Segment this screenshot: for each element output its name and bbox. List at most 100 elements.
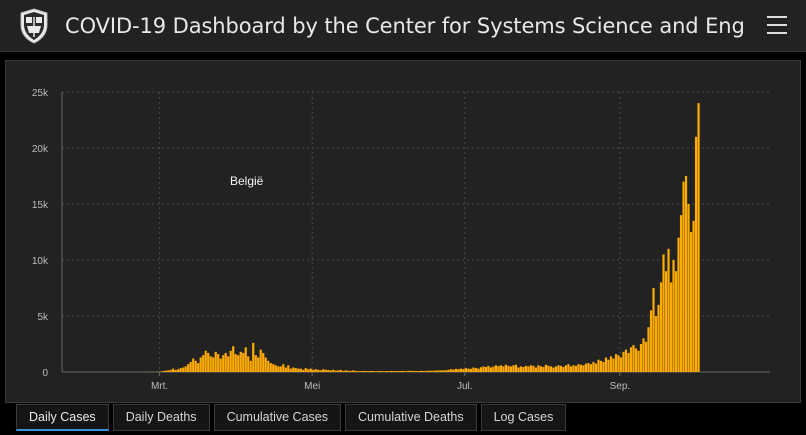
bar[interactable]: [674, 271, 678, 372]
bar[interactable]: [329, 370, 332, 372]
tab-daily-deaths[interactable]: Daily Deaths: [112, 404, 210, 431]
bar[interactable]: [362, 370, 365, 372]
bar[interactable]: [169, 369, 172, 372]
bar[interactable]: [209, 356, 212, 372]
bar[interactable]: [462, 368, 465, 372]
bar[interactable]: [247, 356, 250, 372]
bar[interactable]: [214, 351, 217, 372]
bar[interactable]: [654, 316, 658, 372]
bar[interactable]: [484, 366, 487, 372]
bar[interactable]: [312, 369, 315, 372]
bar[interactable]: [567, 364, 570, 372]
bar[interactable]: [639, 344, 643, 372]
bar[interactable]: [449, 369, 452, 372]
bar[interactable]: [394, 371, 397, 372]
bar[interactable]: [199, 357, 202, 372]
bar[interactable]: [304, 368, 307, 372]
bar[interactable]: [459, 368, 462, 372]
bar[interactable]: [589, 364, 593, 372]
bar[interactable]: [387, 371, 390, 372]
bar[interactable]: [279, 366, 282, 372]
bar[interactable]: [632, 345, 635, 372]
bar[interactable]: [527, 366, 530, 372]
bar[interactable]: [432, 370, 435, 372]
bar[interactable]: [537, 365, 540, 372]
bar[interactable]: [694, 136, 698, 372]
bar[interactable]: [172, 368, 175, 372]
bar[interactable]: [349, 370, 352, 372]
bar[interactable]: [274, 365, 277, 372]
bar[interactable]: [504, 364, 508, 372]
bar[interactable]: [577, 364, 580, 372]
bar[interactable]: [627, 352, 630, 372]
bar[interactable]: [559, 365, 563, 372]
bar[interactable]: [542, 366, 545, 372]
bar[interactable]: [549, 366, 553, 372]
bar[interactable]: [317, 369, 320, 372]
bar[interactable]: [457, 369, 460, 372]
bar[interactable]: [367, 371, 370, 372]
bar[interactable]: [437, 370, 440, 372]
bar[interactable]: [687, 204, 690, 372]
bar[interactable]: [162, 371, 165, 372]
bar[interactable]: [682, 181, 685, 372]
bar[interactable]: [642, 338, 645, 372]
bar[interactable]: [204, 350, 207, 372]
bar[interactable]: [267, 360, 270, 372]
bar[interactable]: [399, 370, 402, 372]
bar[interactable]: [424, 370, 427, 372]
bar[interactable]: [649, 310, 653, 372]
bar[interactable]: [637, 350, 640, 372]
bar[interactable]: [512, 365, 515, 372]
bar[interactable]: [507, 365, 510, 372]
bar[interactable]: [594, 363, 598, 372]
bar[interactable]: [517, 367, 520, 372]
bar[interactable]: [254, 355, 257, 372]
bar[interactable]: [467, 368, 470, 372]
bar[interactable]: [382, 371, 385, 372]
bar[interactable]: [634, 348, 638, 372]
bar[interactable]: [522, 366, 525, 372]
bar[interactable]: [379, 370, 382, 372]
tab-cumulative-deaths[interactable]: Cumulative Deaths: [345, 404, 477, 431]
bar[interactable]: [182, 367, 185, 372]
bar[interactable]: [207, 352, 210, 372]
bar[interactable]: [332, 369, 335, 372]
bar[interactable]: [534, 367, 538, 372]
bar[interactable]: [389, 370, 392, 372]
bar[interactable]: [339, 369, 342, 372]
bar[interactable]: [234, 354, 237, 372]
bar[interactable]: [564, 365, 568, 372]
bar[interactable]: [414, 370, 417, 372]
tab-daily-cases[interactable]: Daily Cases: [16, 404, 109, 431]
bar[interactable]: [617, 355, 620, 372]
bar[interactable]: [439, 370, 442, 372]
bar[interactable]: [397, 370, 400, 372]
bar[interactable]: [472, 367, 475, 372]
bar[interactable]: [244, 347, 247, 372]
bar[interactable]: [407, 370, 410, 372]
bar[interactable]: [422, 370, 425, 372]
bar[interactable]: [299, 368, 302, 372]
bar[interactable]: [184, 366, 187, 372]
bar[interactable]: [602, 361, 605, 372]
bar[interactable]: [187, 364, 190, 372]
bar[interactable]: [232, 346, 235, 372]
bar[interactable]: [212, 357, 215, 372]
bar[interactable]: [359, 371, 362, 372]
bar[interactable]: [479, 367, 482, 372]
bar[interactable]: [374, 371, 377, 372]
bar[interactable]: [259, 349, 262, 372]
bar[interactable]: [322, 369, 325, 372]
bar[interactable]: [454, 368, 457, 372]
bar[interactable]: [447, 369, 450, 372]
bar[interactable]: [417, 371, 420, 372]
bar[interactable]: [302, 369, 305, 372]
bar[interactable]: [474, 368, 477, 372]
bar[interactable]: [662, 254, 665, 372]
bar[interactable]: [242, 352, 245, 372]
bar[interactable]: [574, 365, 578, 372]
bar[interactable]: [369, 370, 372, 372]
hamburger-menu-icon[interactable]: [767, 16, 789, 36]
bar[interactable]: [372, 370, 375, 372]
